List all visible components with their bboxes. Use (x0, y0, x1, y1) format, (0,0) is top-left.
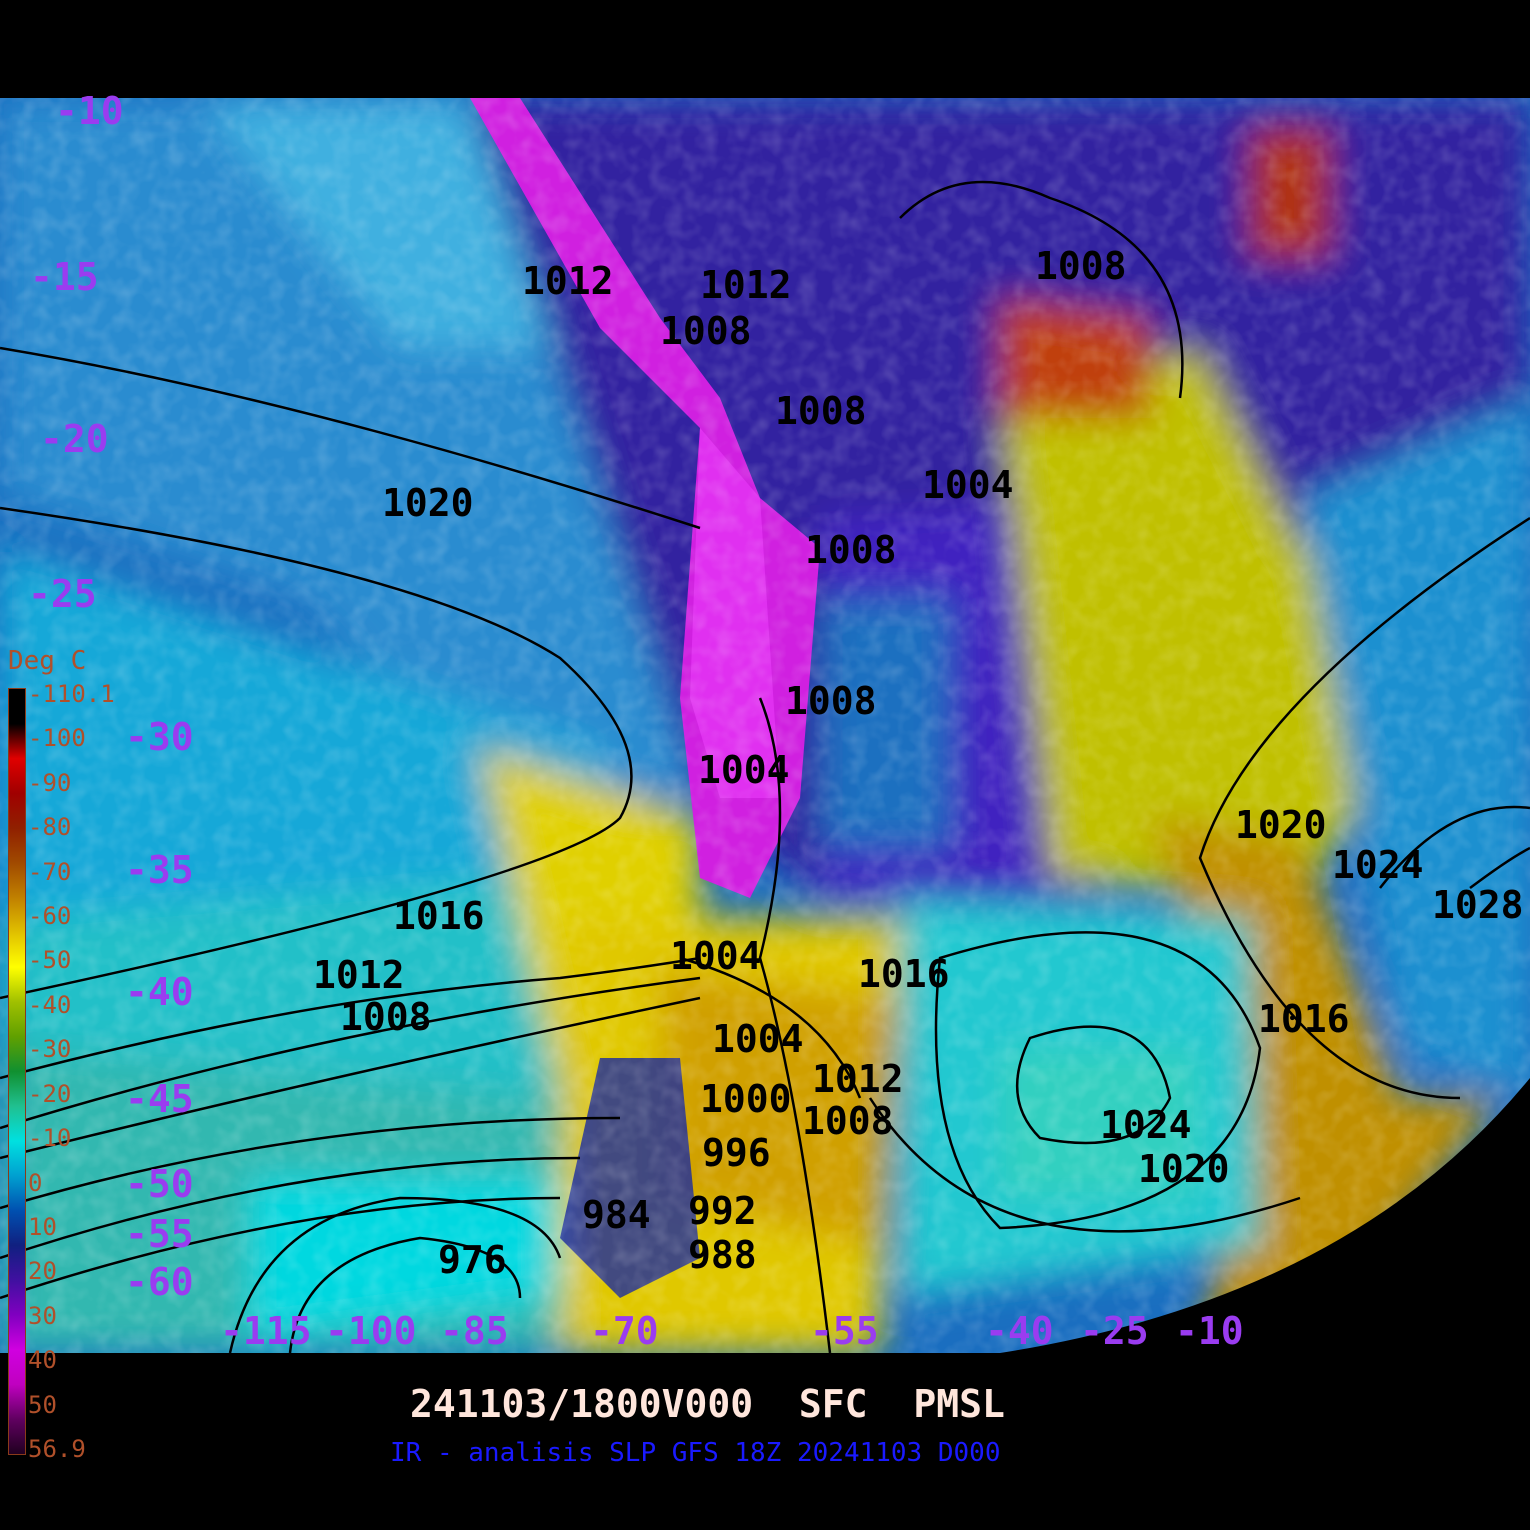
caption: IR - analisis SLP GFS 18Z 20241103 D000 (390, 1438, 1001, 1468)
lat-label: -40 (125, 970, 194, 1014)
colorbar (8, 688, 26, 1455)
isobar-label: 1008 (660, 309, 752, 353)
colorbar-tick-label: 50 (28, 1390, 57, 1419)
colorbar-tick-label: -50 (28, 946, 72, 975)
isobar-label: 1004 (670, 934, 762, 978)
lon-label: -55 (810, 1309, 879, 1353)
isobar-label: 1024 (1332, 843, 1424, 887)
colorbar-tick-label: -30 (28, 1035, 72, 1064)
ir-imagery (0, 98, 1530, 1354)
colorbar-tick-label: -80 (28, 813, 72, 842)
colorbar-tick-label: 20 (28, 1257, 57, 1286)
isobar-label: 1008 (775, 389, 867, 433)
isobar-label: 988 (688, 1233, 757, 1277)
colorbar-tick-label: -10 (28, 1124, 72, 1153)
colorbar-tick-label: -100 (28, 724, 86, 753)
isobar-label: 1012 (812, 1057, 904, 1101)
colorbar-tick-label: -60 (28, 902, 72, 931)
colorbar-title: Deg C (8, 646, 87, 676)
isobar-label: 1000 (700, 1077, 792, 1121)
lon-label: -40 (985, 1309, 1054, 1353)
isobar-label: 1016 (393, 894, 485, 938)
isobar-label: 1016 (858, 952, 950, 996)
colorbar-tick-label: 0 (28, 1168, 43, 1197)
lat-label: -50 (125, 1162, 194, 1206)
isobar-label: 1028 (1432, 883, 1524, 927)
lat-label: -20 (40, 417, 109, 461)
isobar-label: 1008 (805, 528, 897, 572)
lon-label: -85 (440, 1309, 509, 1353)
isobar-label: 984 (582, 1193, 651, 1237)
colorbar-tick-label: -90 (28, 768, 72, 797)
lat-label: -10 (55, 89, 124, 133)
lon-label: -70 (590, 1309, 659, 1353)
isobar-label: 1012 (700, 263, 792, 307)
isobar-label: 1008 (785, 679, 877, 723)
isobar-label: 1024 (1100, 1103, 1192, 1147)
colorbar-tick-label: 40 (28, 1346, 57, 1375)
satellite-map[interactable] (0, 98, 1530, 1354)
lat-label: -60 (125, 1260, 194, 1304)
colorbar-tick-label: 56.9 (28, 1435, 86, 1463)
isobar-label: 1008 (802, 1099, 894, 1143)
lon-label: -10 (1175, 1309, 1244, 1353)
isobar-label: 1004 (712, 1017, 804, 1061)
isobar-label: 996 (702, 1131, 771, 1175)
isobar-label: 1012 (313, 953, 405, 997)
isobars (0, 180, 1530, 1354)
colorbar-tick-label: 30 (28, 1301, 57, 1330)
isobar-label: 1008 (1035, 244, 1127, 288)
isobar-label: 1008 (340, 995, 432, 1039)
lat-label: -30 (125, 715, 194, 759)
isobar-label: 1016 (1258, 997, 1350, 1041)
lon-label: -25 (1080, 1309, 1149, 1353)
isobar-label: 1020 (1138, 1147, 1230, 1191)
lon-label: -115 (220, 1309, 312, 1353)
isobar-label: 992 (688, 1189, 757, 1233)
isobar-label: 1020 (1235, 803, 1327, 847)
lat-label: -25 (28, 572, 97, 616)
colorbar-tick-label: -20 (28, 1079, 72, 1108)
lat-label: -15 (30, 255, 99, 299)
colorbar-tick-label: -70 (28, 857, 72, 886)
lat-label: -45 (125, 1077, 194, 1121)
lat-label: -35 (125, 848, 194, 892)
isobar-label: 976 (438, 1238, 507, 1282)
isobar-label: 1020 (382, 481, 474, 525)
colorbar-tick-label: -40 (28, 990, 72, 1019)
map-title: 241103/1800V000 SFC PMSL (410, 1382, 1005, 1426)
isobar-label: 1004 (698, 748, 790, 792)
colorbar-tick-label: 10 (28, 1212, 57, 1241)
colorbar-tick-label: -110.1 (28, 680, 115, 708)
isobar-label: 1004 (922, 463, 1014, 507)
lon-label: -100 (325, 1309, 417, 1353)
isobar-label: 1012 (522, 259, 614, 303)
lat-label: -55 (125, 1212, 194, 1256)
